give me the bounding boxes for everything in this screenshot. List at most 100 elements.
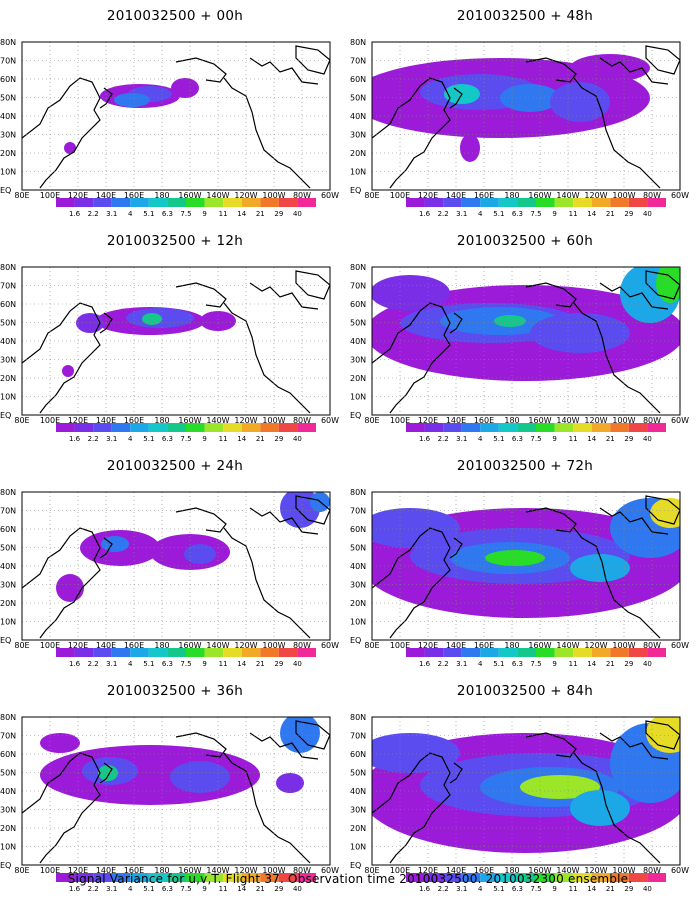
colorbar-label: 2.2 (438, 210, 449, 218)
colorbar-swatch (647, 648, 666, 657)
lat-tick-label: 70N (350, 57, 366, 66)
colorbar-swatch (536, 648, 555, 657)
shaded-region (500, 84, 560, 112)
lat-tick-label: 80N (350, 713, 366, 722)
colorbar-swatch (498, 873, 518, 882)
colorbar-label: 2.2 (88, 660, 99, 668)
lon-tick-label: 120E (68, 191, 88, 198)
lat-tick-label: 50N (350, 94, 366, 103)
lon-tick-label: 120E (68, 416, 88, 423)
lon-tick-label: 160W (178, 191, 201, 198)
lat-tick-label: 40N (350, 337, 366, 346)
colorbar-swatch (591, 198, 611, 207)
colorbar-swatch (93, 423, 112, 432)
colorbar-label: 4 (478, 210, 483, 218)
lat-tick-label: 40N (0, 562, 16, 571)
lat-tick-label: 60N (0, 300, 16, 309)
colorbar-swatch (74, 873, 94, 882)
colorbar-label: 21 (606, 435, 615, 443)
lon-tick-label: 140E (96, 416, 116, 423)
colorbar-swatch (424, 648, 444, 657)
colorbar-swatch (647, 873, 666, 882)
colorbar-swatch (647, 423, 666, 432)
colorbar-swatch (480, 648, 499, 657)
colorbar-label: 6.3 (162, 885, 173, 893)
colorbar-label: 9 (552, 885, 556, 893)
colorbar-swatch (167, 873, 186, 882)
colorbar-label: 9 (202, 885, 206, 893)
lat-tick-label: EQ (350, 861, 361, 870)
colorbar-label: 14 (587, 885, 596, 893)
colorbar-label: 5.1 (143, 435, 154, 443)
shaded-region (62, 365, 74, 377)
coastline (645, 270, 680, 300)
colorbar-swatch (554, 198, 574, 207)
lat-tick-label: 30N (350, 806, 366, 815)
lat-tick-label: 70N (0, 282, 16, 291)
lat-tick-label: 80N (350, 38, 366, 47)
colorbar-swatch (647, 198, 666, 207)
colorbar-swatch (111, 423, 131, 432)
colorbar-label: 29 (624, 435, 633, 443)
lat-tick-label: 50N (0, 319, 16, 328)
colorbar-label: 21 (606, 210, 615, 218)
colorbar-label: 11 (219, 435, 228, 443)
colorbar-label: 40 (643, 435, 652, 443)
colorbar: 1.6 2.2 3.1 4 5.1 6.3 7.5 9 11 14 21 29 40 (406, 648, 666, 668)
lon-tick-label: 100E (390, 866, 410, 873)
lon-tick-label: 120E (68, 641, 88, 648)
coastline (525, 282, 577, 308)
lat-tick-label: 20N (350, 374, 366, 383)
coastline (223, 527, 311, 639)
coastline (525, 732, 577, 758)
lat-tick-label: 50N (350, 769, 366, 778)
lon-tick-label: 180 (154, 416, 169, 423)
colorbar-swatch (93, 648, 112, 657)
coastline (99, 312, 113, 334)
lat-tick-label: 70N (350, 282, 366, 291)
panel-title: 2010032500 + 36h (106, 683, 244, 699)
colorbar-swatch (186, 198, 205, 207)
colorbar-swatch (406, 873, 425, 882)
coastline (573, 527, 661, 639)
colorbar-swatch (443, 423, 462, 432)
coastline (573, 302, 661, 414)
colorbar-label: 2.2 (88, 435, 99, 443)
coastline (645, 495, 680, 525)
lat-tick-label: 10N (0, 393, 16, 402)
lon-tick-label: 160E (474, 641, 494, 648)
shaded-region (114, 93, 150, 107)
lon-tick-label: 80W (293, 866, 311, 873)
colorbar-label: 7.5 (530, 435, 541, 443)
coastline (175, 507, 227, 533)
coastline (525, 57, 577, 83)
shaded-region (646, 717, 680, 753)
lat-tick-label: 30N (350, 131, 366, 140)
colorbar-swatch (111, 648, 131, 657)
colorbar-swatch (610, 648, 629, 657)
colorbar-swatch (406, 648, 425, 657)
colorbar-swatch (573, 648, 592, 657)
colorbar-label: 14 (237, 660, 246, 668)
colorbar-swatch (517, 423, 536, 432)
coastline (223, 77, 311, 189)
lat-tick-label: 10N (350, 168, 366, 177)
colorbar-label: 6.3 (512, 210, 523, 218)
coastline (295, 270, 330, 300)
lon-tick-label: 140W (556, 866, 579, 873)
colorbar-swatch (56, 423, 75, 432)
colorbar-label: 11 (569, 885, 578, 893)
lon-tick-label: 120W (584, 191, 607, 198)
colorbar-label: 9 (552, 660, 556, 668)
colorbar-swatch (573, 423, 592, 432)
colorbar-label: 11 (569, 660, 578, 668)
lon-tick-label: 60W (671, 416, 689, 423)
colorbar-swatch (461, 648, 481, 657)
colorbar-swatch (297, 198, 316, 207)
colorbar-swatch (628, 648, 648, 657)
colorbar-swatch (148, 873, 168, 882)
lon-tick-label: 140W (556, 416, 579, 423)
colorbar-label: 14 (237, 435, 246, 443)
colorbar-swatch (424, 873, 444, 882)
